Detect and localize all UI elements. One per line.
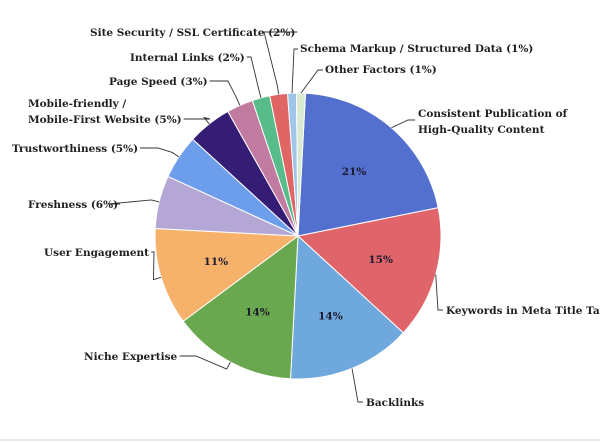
category-labels: Consistent Publication of High-Quality Co… — [12, 27, 600, 409]
slice-label: Mobile-friendly / Mobile-First Website (5… — [28, 98, 182, 126]
slice-label: Schema Markup / Structured Data (1%) — [300, 43, 533, 55]
slice-label-line: User Engagement — [44, 247, 149, 259]
slice-percentage: 11% — [204, 256, 229, 268]
slice-label-line: Backlinks — [366, 397, 424, 409]
pie-slice — [289, 234, 404, 380]
leader-line — [391, 119, 415, 129]
leader-line — [107, 199, 160, 205]
slice-label-line: High-Quality Content — [418, 124, 545, 136]
slice-label-line: Trustworthiness (5%) — [12, 143, 138, 155]
leader-line — [291, 48, 298, 94]
slice-label: Keywords in Meta Title Tags — [446, 305, 600, 317]
leader-line — [351, 368, 363, 403]
leader-line — [183, 116, 211, 125]
slice-label: Trustworthiness (5%) — [12, 143, 138, 155]
slice-label-line: Site Security / SSL Certificate (2%) — [90, 27, 295, 39]
leader-line — [300, 69, 323, 94]
slice-label-line: Freshness (6%) — [28, 199, 118, 211]
percentage-labels: 21% 15% 14% 14% 11% — [204, 166, 393, 322]
slice-label-line: Niche Expertise — [84, 351, 178, 363]
leader-line — [263, 31, 298, 95]
pie-slice — [297, 92, 439, 237]
slice-label: Niche Expertise — [84, 351, 178, 363]
slice-label-line: Internal Links (2%) — [130, 52, 245, 64]
slice-percentage: 14% — [245, 307, 270, 319]
pie-slices — [154, 92, 442, 380]
slice-label: Site Security / SSL Certificate (2%) — [90, 27, 295, 39]
leader-line — [179, 355, 231, 370]
slice-label-line: Mobile-friendly / — [28, 98, 126, 110]
pie-slice — [182, 234, 299, 380]
slice-percentage: 21% — [342, 166, 367, 178]
slice-label-line: Other Factors (1%) — [325, 64, 437, 76]
slice-label-line: Schema Markup / Structured Data (1%) — [300, 43, 533, 55]
slice-label: Page Speed (3%) — [109, 76, 208, 88]
leader-line — [209, 80, 241, 106]
pie-slice — [296, 207, 442, 334]
slice-label: Backlinks — [366, 397, 424, 409]
leader-line — [151, 251, 162, 281]
slice-label-line: Consistent Publication of — [418, 108, 569, 120]
slice-label: Consistent Publication of High-Quality Co… — [418, 108, 569, 136]
slice-label-line: Page Speed (3%) — [109, 76, 208, 88]
slice-percentage: 14% — [318, 310, 343, 322]
slice-label: Freshness (6%) — [28, 199, 118, 211]
leader-line — [140, 147, 180, 158]
slice-percentage: 15% — [368, 254, 393, 266]
slice-label-line: Keywords in Meta Title Tags — [446, 305, 600, 317]
leader-line — [246, 56, 262, 98]
pie-slice — [154, 227, 300, 322]
leader-line — [435, 274, 443, 311]
slice-label-line: Mobile-First Website (5%) — [28, 114, 182, 126]
leader-lines — [107, 31, 443, 403]
slice-label: Internal Links (2%) — [130, 52, 245, 64]
slice-label: Other Factors (1%) — [325, 64, 437, 76]
slice-label: User Engagement — [44, 247, 149, 259]
